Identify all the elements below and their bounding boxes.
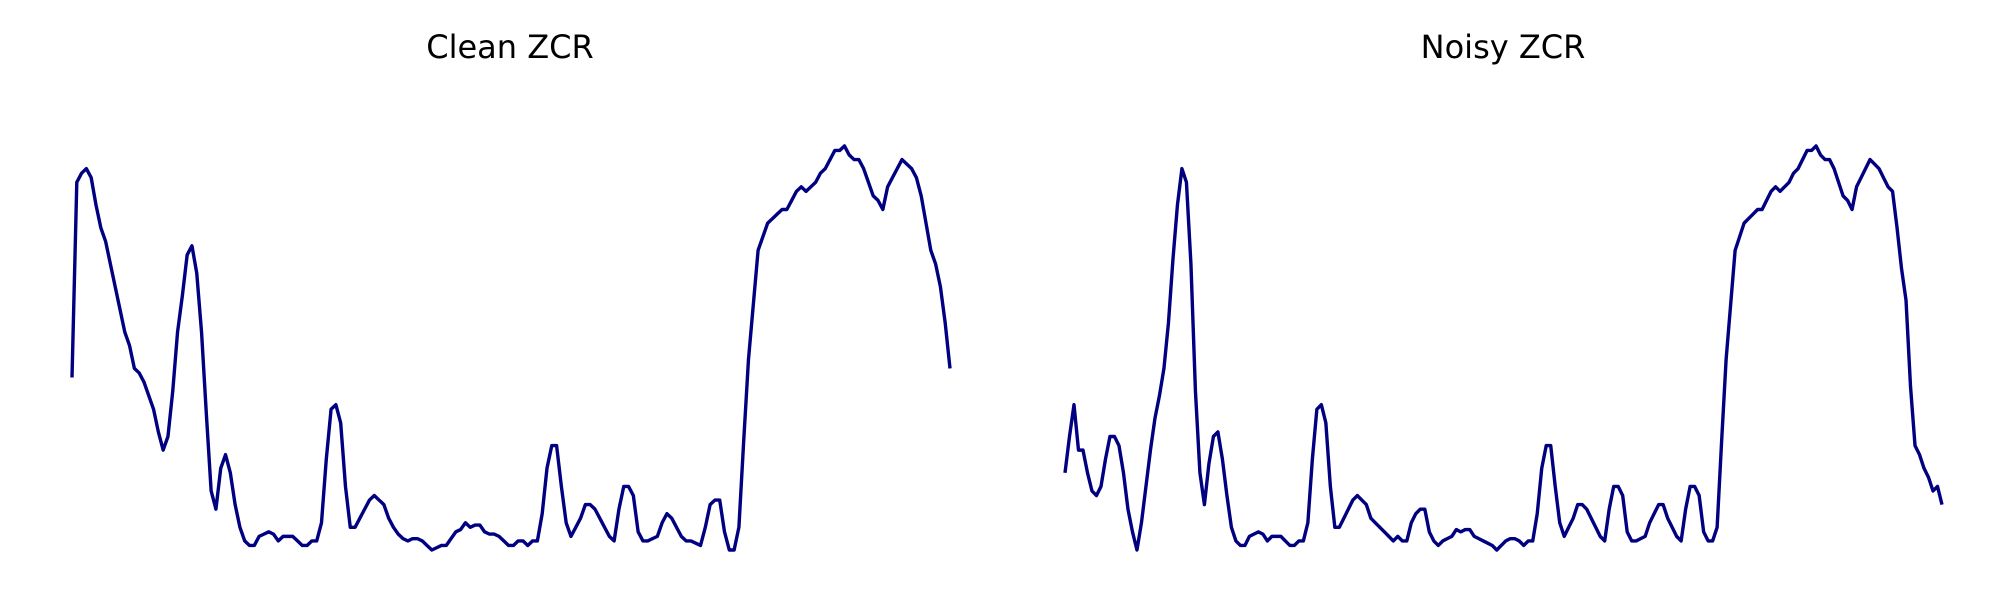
clean-zcr-title: Clean ZCR <box>426 28 593 66</box>
noisy-zcr-series-line <box>1063 144 1944 552</box>
clean-zcr-panel: Clean ZCR <box>70 28 952 552</box>
clean-zcr-series-line <box>70 144 952 552</box>
noisy-zcr-panel: Noisy ZCR <box>1063 28 1944 552</box>
noisy-zcr-title: Noisy ZCR <box>1421 28 1586 66</box>
